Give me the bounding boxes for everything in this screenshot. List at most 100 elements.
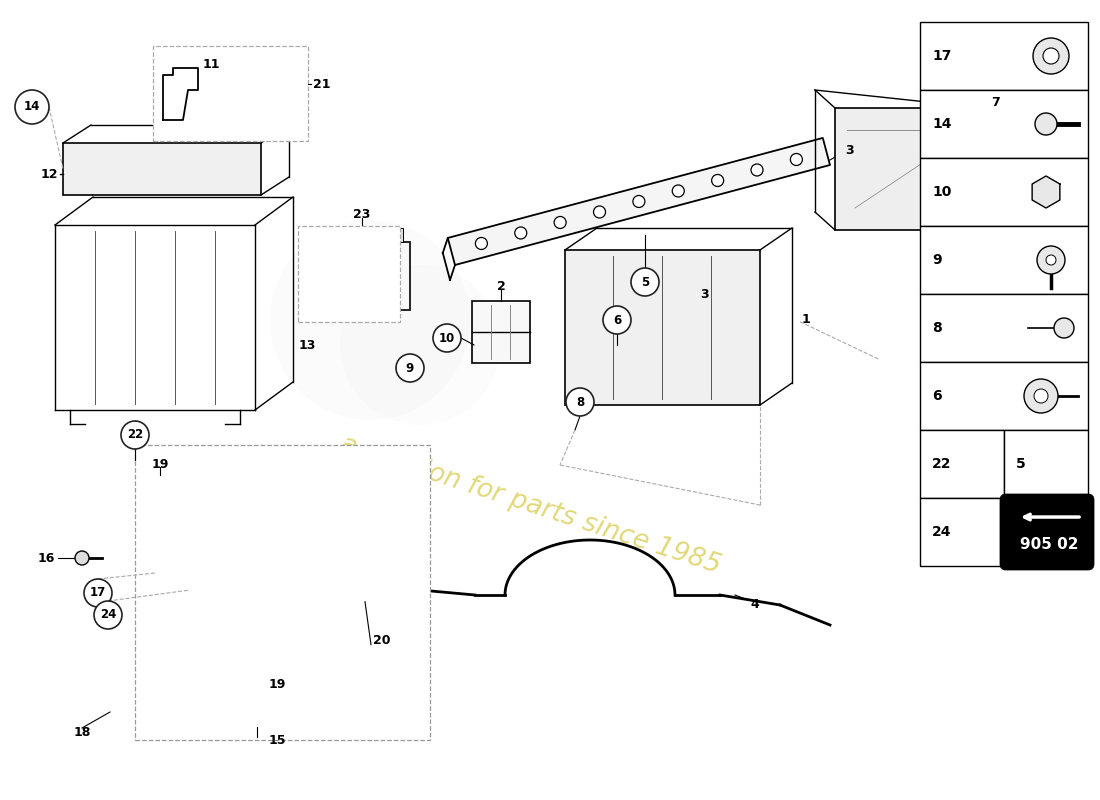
Text: 14: 14 <box>24 101 41 114</box>
Text: 11: 11 <box>204 58 220 71</box>
Circle shape <box>554 217 566 229</box>
Text: 9: 9 <box>932 253 942 267</box>
Text: 24: 24 <box>932 525 952 539</box>
Text: 6: 6 <box>932 389 942 403</box>
Bar <box>345 228 359 242</box>
Bar <box>920 294 1088 362</box>
Bar <box>165 677 375 725</box>
Circle shape <box>712 174 724 186</box>
Bar <box>190 475 365 670</box>
Text: 14: 14 <box>932 117 952 131</box>
Text: 8: 8 <box>576 395 584 409</box>
Bar <box>208 542 250 592</box>
Circle shape <box>603 306 631 334</box>
Text: 10: 10 <box>932 185 952 199</box>
Bar <box>472 301 530 363</box>
Circle shape <box>433 324 461 352</box>
Polygon shape <box>448 138 830 265</box>
Bar <box>208 482 250 532</box>
Text: 22: 22 <box>126 429 143 442</box>
Text: 3: 3 <box>845 143 854 157</box>
Text: 3: 3 <box>700 289 708 302</box>
Bar <box>323 228 337 242</box>
Circle shape <box>594 206 605 218</box>
Bar <box>153 46 308 141</box>
Bar <box>262 542 304 592</box>
Bar <box>920 22 1088 90</box>
Circle shape <box>515 227 527 239</box>
Text: 6: 6 <box>613 314 621 326</box>
Bar <box>63 143 261 195</box>
Bar <box>262 602 304 652</box>
Bar <box>389 228 403 242</box>
Text: 5: 5 <box>1016 457 1025 471</box>
Circle shape <box>1046 255 1056 265</box>
Text: 17: 17 <box>90 586 106 599</box>
Text: 19: 19 <box>268 678 286 691</box>
Circle shape <box>1037 246 1065 274</box>
Circle shape <box>270 220 470 420</box>
Circle shape <box>1043 48 1059 64</box>
Circle shape <box>1024 379 1058 413</box>
Circle shape <box>791 154 802 166</box>
Circle shape <box>94 601 122 629</box>
Circle shape <box>84 579 112 607</box>
Circle shape <box>15 90 50 124</box>
Text: 21: 21 <box>314 78 330 90</box>
Bar <box>1004 430 1088 498</box>
Bar <box>920 90 1088 158</box>
Text: a passion for parts since 1985: a passion for parts since 1985 <box>337 431 724 579</box>
Circle shape <box>1054 318 1074 338</box>
Bar <box>315 242 410 310</box>
Text: 12: 12 <box>41 168 58 181</box>
Bar <box>316 602 358 652</box>
Circle shape <box>1034 389 1048 403</box>
Text: 15: 15 <box>268 734 286 746</box>
Circle shape <box>1033 38 1069 74</box>
Circle shape <box>631 268 659 296</box>
Text: 13: 13 <box>299 338 317 352</box>
Bar <box>920 498 1004 566</box>
Text: 20: 20 <box>373 634 390 647</box>
Bar <box>367 228 381 242</box>
Bar <box>920 362 1088 430</box>
Text: 9: 9 <box>406 362 414 374</box>
Text: 5: 5 <box>641 275 649 289</box>
Text: 19: 19 <box>152 458 168 471</box>
Text: 24: 24 <box>100 609 117 622</box>
Text: 17: 17 <box>932 49 952 63</box>
Text: 4: 4 <box>750 598 759 611</box>
Circle shape <box>75 551 89 565</box>
Text: 22: 22 <box>932 457 952 471</box>
Text: 905 02: 905 02 <box>1020 537 1078 552</box>
Text: 1: 1 <box>802 314 811 326</box>
Bar <box>208 602 250 652</box>
Circle shape <box>475 238 487 250</box>
FancyBboxPatch shape <box>1001 495 1093 569</box>
Text: 16: 16 <box>37 551 55 565</box>
Polygon shape <box>1032 176 1060 208</box>
Text: 8: 8 <box>932 321 942 335</box>
Bar <box>565 250 760 405</box>
Bar <box>920 226 1088 294</box>
Circle shape <box>1035 113 1057 135</box>
Bar <box>262 482 304 532</box>
Circle shape <box>566 388 594 416</box>
Bar <box>835 108 983 230</box>
Text: 23: 23 <box>353 207 371 221</box>
Bar <box>316 482 358 532</box>
Bar <box>316 542 358 592</box>
Circle shape <box>751 164 763 176</box>
Circle shape <box>396 354 424 382</box>
Bar <box>135 445 430 740</box>
Bar <box>920 158 1088 226</box>
Text: 10: 10 <box>439 331 455 345</box>
Bar <box>298 226 400 322</box>
Text: 18: 18 <box>74 726 90 738</box>
Circle shape <box>632 195 645 207</box>
Bar <box>920 430 1004 498</box>
Circle shape <box>672 185 684 197</box>
Text: 7: 7 <box>991 97 1000 110</box>
Circle shape <box>121 421 148 449</box>
Text: 2: 2 <box>496 279 505 293</box>
